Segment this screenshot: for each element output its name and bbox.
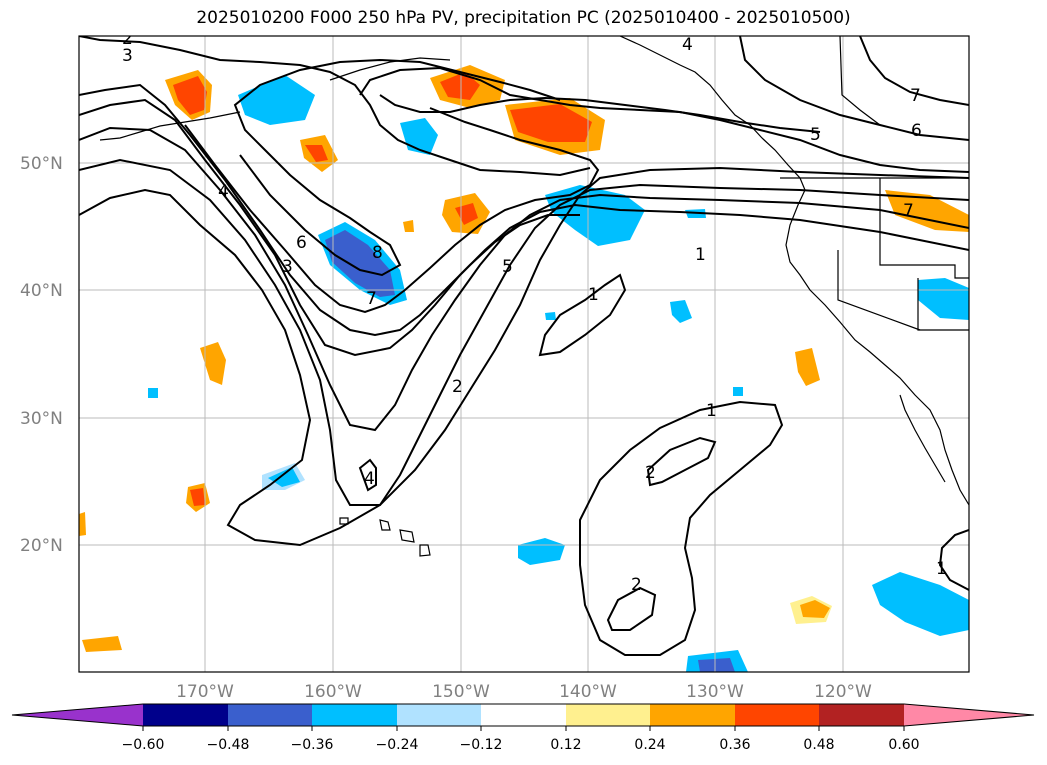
- contour-label: 1: [936, 559, 947, 579]
- contour-label: 5: [502, 257, 513, 277]
- contour-label: 4: [682, 35, 693, 55]
- contour-label: 3: [122, 46, 133, 66]
- lon-label: 170°W: [176, 682, 234, 702]
- figure-title: 2025010200 F000 250 hPa PV, precipitatio…: [196, 8, 851, 28]
- graticule: [79, 36, 969, 672]
- colorbar-tick-label: −0.60: [122, 737, 165, 753]
- colorbar-tick-label: −0.48: [207, 737, 250, 753]
- colorbar-tick-label: 0.60: [888, 737, 919, 753]
- longitude-labels: 170°W 160°W 150°W 140°W 130°W 120°W: [176, 682, 872, 702]
- colorbar-tick-label: 0.48: [803, 737, 834, 753]
- lat-label: 30°N: [20, 409, 63, 429]
- colorbar-segment: [819, 704, 904, 726]
- colorbar-tick-label: −0.24: [376, 737, 419, 753]
- colorbar-segment: [735, 704, 819, 726]
- colorbar-segment: [312, 704, 397, 726]
- colorbar-tick-label: −0.12: [460, 737, 503, 753]
- contour-label: 2: [645, 463, 656, 483]
- contour-label: 1: [706, 401, 717, 421]
- lon-label: 130°W: [686, 682, 744, 702]
- contour-label: 7: [366, 289, 377, 309]
- positive-anomaly-patches: [79, 65, 969, 652]
- contour-label: 8: [372, 243, 383, 263]
- lon-label: 140°W: [559, 682, 617, 702]
- lon-label: 160°W: [304, 682, 362, 702]
- colorbar-segment: [481, 704, 566, 726]
- colorbar-segment: [566, 704, 650, 726]
- lat-label: 40°N: [20, 281, 63, 301]
- colorbar-segment: [904, 704, 1034, 726]
- contour-label: 2: [631, 575, 642, 595]
- contour-label: 1: [695, 245, 706, 265]
- contour-label: 5: [810, 125, 821, 145]
- colorbar: −0.60 −0.48 −0.36 −0.24 −0.12 0.12 0.24 …: [11, 703, 1035, 753]
- contour-label: 6: [911, 121, 922, 141]
- map-frame: [78, 35, 970, 673]
- contour-label: 7: [910, 86, 921, 106]
- contour-label: 2: [122, 29, 133, 49]
- contour-label: 7: [903, 201, 914, 221]
- colorbar-segment: [650, 704, 735, 726]
- contour-label: 6: [296, 233, 307, 253]
- contour-label: 2: [452, 377, 463, 397]
- lon-label: 150°W: [432, 682, 490, 702]
- pv-contours: [79, 36, 969, 656]
- colorbar-ticks: [142, 726, 905, 731]
- colorbar-tick-label: 0.24: [634, 737, 665, 753]
- colorbar-segment: [12, 704, 143, 726]
- colorbar-segment: [228, 704, 312, 726]
- colorbar-tick-label: 0.36: [719, 737, 750, 753]
- lon-label: 120°W: [814, 682, 872, 702]
- contour-label: 4: [218, 182, 229, 202]
- colorbar-segment: [397, 704, 481, 726]
- contour-label: 1: [588, 285, 599, 305]
- latitude-labels: 50°N 40°N 30°N 20°N: [20, 154, 63, 556]
- colorbar-tick-label: −0.36: [291, 737, 334, 753]
- contour-labels: 2 3 4 4 6 3 8 7 5 2 1 1 1 2 4 2 7 6 5 7 …: [122, 29, 947, 595]
- lat-label: 20°N: [20, 536, 63, 556]
- contour-label: 4: [364, 469, 375, 489]
- contour-label: 3: [282, 257, 293, 277]
- precipitation-shading: [79, 65, 969, 672]
- colorbar-segment: [143, 704, 228, 726]
- lat-label: 50°N: [20, 154, 63, 174]
- colorbar-tick-label: 0.12: [550, 737, 581, 753]
